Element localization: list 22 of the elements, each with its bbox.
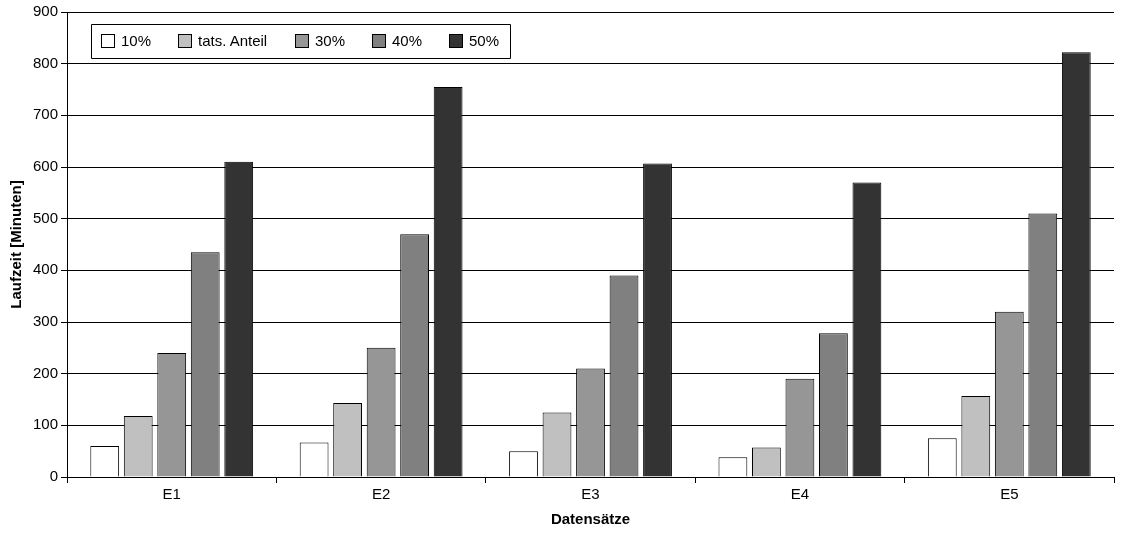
legend-label: 40% xyxy=(392,32,423,50)
legend-label: 10% xyxy=(121,32,152,50)
legend-label: tats. Anteil xyxy=(198,32,268,50)
x-tick-label: E5 xyxy=(1000,485,1019,503)
legend-label: 50% xyxy=(469,32,500,50)
x-tick-label: E2 xyxy=(371,485,391,503)
legend-label: 30% xyxy=(315,32,346,50)
y-tick-label: 700 xyxy=(33,105,59,123)
y-tick-label: 600 xyxy=(33,157,59,175)
x-tick-label: E4 xyxy=(790,485,810,503)
y-tick-label: 400 xyxy=(33,260,59,278)
x-tick-label: E1 xyxy=(162,485,181,503)
y-tick-label: 200 xyxy=(33,363,59,381)
x-axis-title: Datensätze xyxy=(550,510,631,528)
y-tick-label: 300 xyxy=(33,312,59,330)
x-tick-label: E3 xyxy=(581,485,600,503)
y-tick-label: 900 xyxy=(33,2,59,20)
y-tick-label: 0 xyxy=(49,467,59,485)
y-tick-label: 100 xyxy=(33,415,59,433)
y-tick-label: 500 xyxy=(33,208,59,226)
y-tick-label: 800 xyxy=(33,53,59,71)
y-axis-title: Laufzeit [Minuten] xyxy=(7,180,25,309)
